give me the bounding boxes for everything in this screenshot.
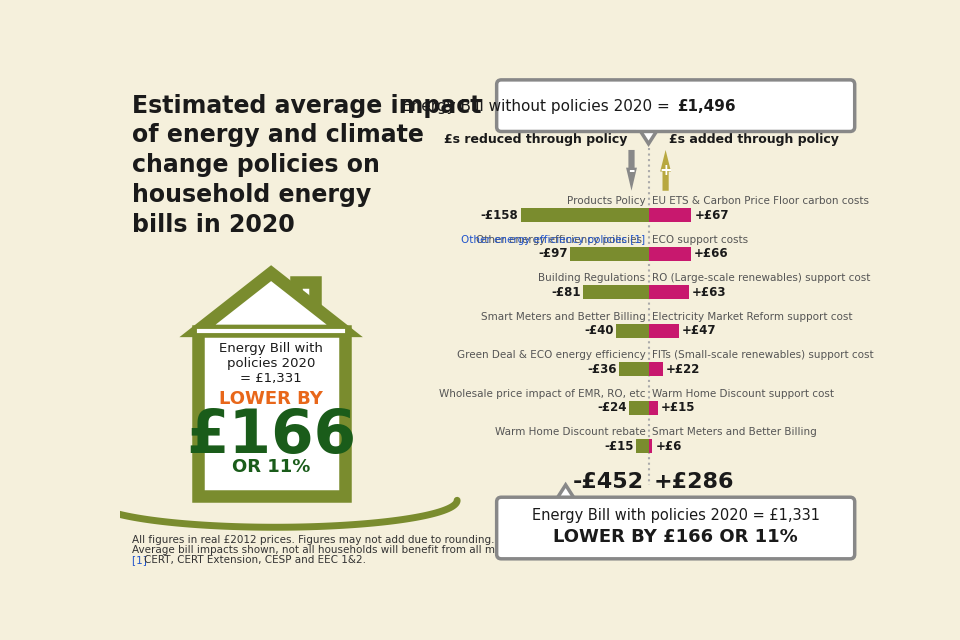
Text: FITs (Small-scale renewables) support cost: FITs (Small-scale renewables) support co… <box>652 350 874 360</box>
Text: +: + <box>660 163 672 178</box>
Text: Green Deal & ECO energy efficiency: Green Deal & ECO energy efficiency <box>457 350 645 360</box>
Text: £s reduced through policy: £s reduced through policy <box>444 133 628 146</box>
Text: Warm Home Discount support cost: Warm Home Discount support cost <box>652 388 833 399</box>
FancyBboxPatch shape <box>570 247 649 261</box>
FancyBboxPatch shape <box>649 440 653 453</box>
FancyBboxPatch shape <box>520 209 649 222</box>
Text: LOWER BY: LOWER BY <box>219 390 324 408</box>
FancyBboxPatch shape <box>649 401 659 415</box>
Text: -£452: -£452 <box>573 472 644 492</box>
Text: -£158: -£158 <box>481 209 518 222</box>
Text: +£47: +£47 <box>682 324 716 337</box>
Text: Wholesale price impact of EMR, RO, etc: Wholesale price impact of EMR, RO, etc <box>439 388 645 399</box>
Text: All figures in real £2012 prices. Figures may not add due to rounding.: All figures in real £2012 prices. Figure… <box>132 535 494 545</box>
Text: Smart Meters and Better Billing: Smart Meters and Better Billing <box>481 312 645 322</box>
Text: +£15: +£15 <box>661 401 696 415</box>
FancyBboxPatch shape <box>649 324 679 338</box>
Text: +£22: +£22 <box>665 363 700 376</box>
FancyBboxPatch shape <box>649 209 691 222</box>
FancyBboxPatch shape <box>616 324 649 338</box>
Text: Energy Bill with
policies 2020
= £1,331: Energy Bill with policies 2020 = £1,331 <box>219 342 324 385</box>
Polygon shape <box>626 150 636 191</box>
FancyBboxPatch shape <box>649 362 662 376</box>
Text: +£6: +£6 <box>656 440 682 453</box>
FancyBboxPatch shape <box>636 440 649 453</box>
Text: Average bill impacts shown, not all households will benefit from all measures.: Average bill impacts shown, not all hous… <box>132 545 539 555</box>
Text: [1]: [1] <box>132 555 150 565</box>
Text: RO (Large-scale renewables) support cost: RO (Large-scale renewables) support cost <box>652 273 870 283</box>
Text: Building Regulations: Building Regulations <box>539 273 645 283</box>
Text: ECO support costs: ECO support costs <box>652 235 748 244</box>
Text: -£36: -£36 <box>588 363 617 376</box>
FancyBboxPatch shape <box>496 80 854 131</box>
Text: Electricity Market Reform support cost: Electricity Market Reform support cost <box>652 312 852 322</box>
Text: Other energy efficiency policies [1]: Other energy efficiency policies [1] <box>462 235 645 244</box>
Text: Products Policy: Products Policy <box>566 196 645 206</box>
Text: £1,496: £1,496 <box>677 99 736 114</box>
Text: -£24: -£24 <box>597 401 627 415</box>
FancyBboxPatch shape <box>649 285 688 300</box>
Text: Estimated average impact
of energy and climate
change policies on
household ener: Estimated average impact of energy and c… <box>132 93 481 237</box>
Polygon shape <box>555 485 576 502</box>
FancyBboxPatch shape <box>629 401 649 415</box>
FancyBboxPatch shape <box>619 362 649 376</box>
FancyBboxPatch shape <box>198 331 345 497</box>
Text: Other energy efficiency policies: Other energy efficiency policies <box>476 235 645 244</box>
Text: OR 11%: OR 11% <box>232 458 310 476</box>
FancyBboxPatch shape <box>649 247 690 261</box>
Text: -£40: -£40 <box>585 324 613 337</box>
Text: -£97: -£97 <box>539 248 567 260</box>
Text: -: - <box>628 163 635 178</box>
Text: £s added through policy: £s added through policy <box>669 133 839 146</box>
Text: Energy Bill with policies 2020 = £1,331: Energy Bill with policies 2020 = £1,331 <box>532 508 820 524</box>
Text: EU ETS & Carbon Price Floor carbon costs: EU ETS & Carbon Price Floor carbon costs <box>652 196 869 206</box>
Text: -£15: -£15 <box>605 440 635 453</box>
Text: LOWER BY £166 OR 11%: LOWER BY £166 OR 11% <box>553 528 798 547</box>
Text: +£286: +£286 <box>653 472 733 492</box>
FancyBboxPatch shape <box>296 282 315 334</box>
FancyBboxPatch shape <box>496 497 854 559</box>
Text: +£63: +£63 <box>692 286 727 299</box>
Text: +£66: +£66 <box>694 248 729 260</box>
Text: -£81: -£81 <box>551 286 581 299</box>
Text: Energy Bill without policies 2020 =: Energy Bill without policies 2020 = <box>401 99 674 114</box>
FancyBboxPatch shape <box>583 285 649 300</box>
Text: CERT, CERT Extension, CESP and EEC 1&2.: CERT, CERT Extension, CESP and EEC 1&2. <box>144 555 366 565</box>
Polygon shape <box>660 150 671 191</box>
Text: +£67: +£67 <box>694 209 729 222</box>
Polygon shape <box>637 127 660 144</box>
Text: Warm Home Discount rebate: Warm Home Discount rebate <box>494 427 645 437</box>
Polygon shape <box>198 273 345 331</box>
Text: Smart Meters and Better Billing: Smart Meters and Better Billing <box>652 427 816 437</box>
Text: £166: £166 <box>186 407 356 466</box>
